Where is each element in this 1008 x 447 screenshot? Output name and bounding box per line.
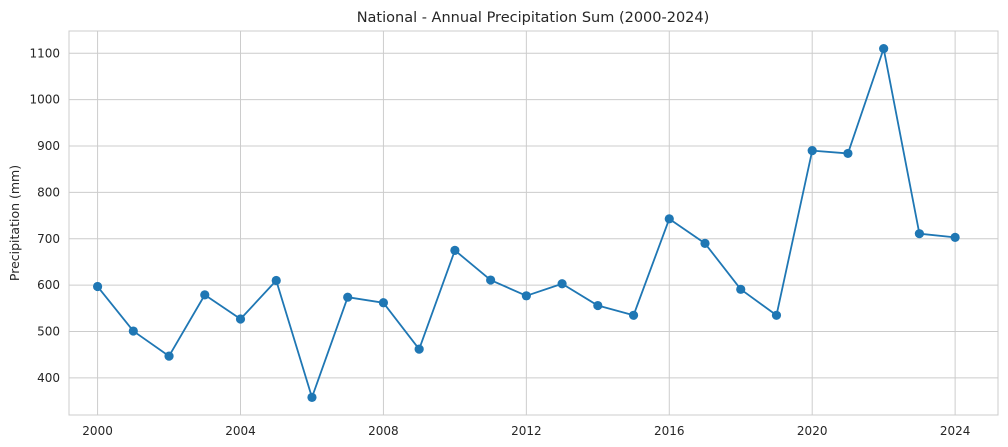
plot-area [68, 30, 999, 416]
data-point [628, 310, 639, 320]
data-point [914, 229, 924, 239]
data-point [593, 300, 603, 311]
data-point [521, 291, 531, 301]
data-point [164, 351, 174, 361]
data-point [736, 284, 746, 294]
y-tick-label: 900 [37, 139, 60, 153]
x-tick-label: 2012 [511, 424, 542, 438]
data-point [307, 392, 317, 402]
data-point [807, 146, 817, 156]
series-group [92, 44, 960, 402]
data-point [950, 232, 960, 242]
data-point [771, 310, 782, 320]
data-point [414, 344, 424, 354]
x-tick-label: 2000 [82, 424, 113, 438]
x-tick-label: 2020 [797, 424, 828, 438]
data-point [843, 148, 853, 159]
x-tick-label: 2016 [654, 424, 685, 438]
x-tick-labels: 2000 2004 2008 2012 2016 2020 2024 [82, 424, 970, 438]
data-point [664, 214, 674, 224]
chart-title: National - Annual Precipitation Sum (200… [357, 10, 710, 26]
x-tick-label: 2004 [225, 424, 256, 438]
data-point [879, 44, 889, 54]
data-point [486, 275, 496, 285]
data-point [700, 238, 710, 249]
data-point [200, 290, 210, 300]
y-tick-label: 400 [37, 371, 60, 385]
y-tick-label: 1000 [29, 93, 60, 107]
grid-lines [69, 31, 998, 415]
data-point [450, 245, 460, 255]
y-axis-label: Precipitation (mm) [7, 165, 22, 281]
y-tick-label: 600 [37, 278, 60, 292]
data-point [128, 326, 138, 336]
data-point [271, 275, 281, 286]
x-tick-label: 2008 [368, 424, 399, 438]
y-tick-labels: 400 500 600 700 800 900 1000 1100 [29, 46, 60, 385]
data-point [557, 279, 567, 289]
data-point [92, 281, 103, 292]
data-point [378, 298, 389, 308]
y-tick-label: 1100 [29, 46, 60, 60]
y-tick-label: 800 [37, 185, 60, 199]
data-point [343, 292, 353, 302]
y-tick-label: 500 [37, 325, 60, 339]
x-tick-label: 2024 [940, 424, 971, 438]
y-tick-label: 700 [37, 232, 60, 246]
data-point [235, 314, 246, 324]
